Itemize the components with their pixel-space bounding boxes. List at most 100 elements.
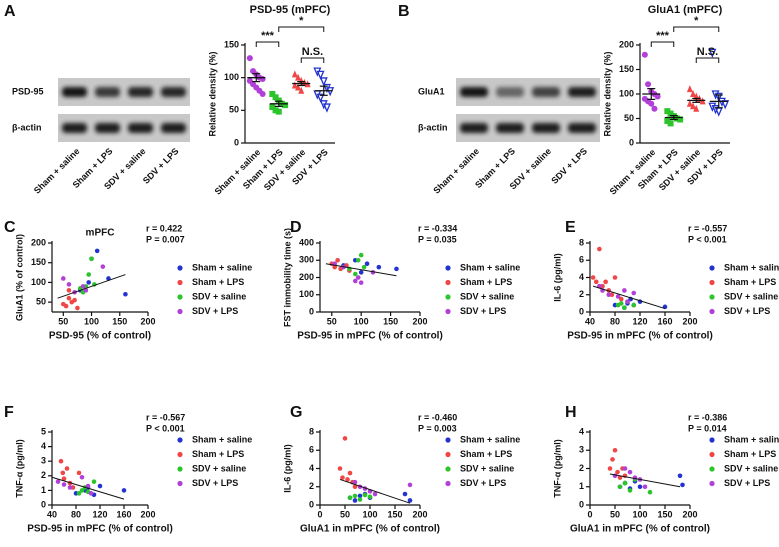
x-tick-label: 150 — [657, 509, 672, 519]
x-tick-label: 80 — [610, 316, 620, 326]
y-tick-label: 0 — [629, 137, 634, 147]
data-point — [607, 466, 613, 471]
data-point — [352, 493, 358, 499]
y-tick-label: 6 — [579, 255, 584, 265]
y-tick-label: 0 — [579, 499, 584, 509]
stat-annotation: P = 0.007 — [146, 234, 185, 244]
chart-title: mPFC — [86, 228, 115, 239]
data-point — [347, 470, 353, 476]
data-point — [121, 488, 127, 493]
y-tick-label: 100 — [31, 277, 46, 287]
y-tick-label: 2 — [579, 463, 584, 473]
stat-annotation: r = 0.422 — [146, 223, 182, 233]
data-point — [272, 107, 279, 114]
x-tick-label: 150 — [383, 316, 398, 326]
data-point — [673, 115, 680, 122]
data-point — [298, 86, 305, 94]
legend-marker — [445, 451, 451, 458]
y-tick-label: 0 — [579, 306, 584, 316]
legend-marker — [445, 294, 451, 300]
data-point — [631, 290, 637, 296]
y-axis-label: GluA1 (% of control) — [14, 234, 24, 321]
legend-label: SDV + LPS — [192, 478, 238, 488]
blot-band — [128, 87, 153, 97]
data-point — [76, 491, 82, 496]
data-point — [86, 280, 92, 285]
y-tick-label: 4 — [309, 463, 314, 473]
data-point — [89, 256, 94, 262]
significance-bracket — [278, 26, 325, 32]
data-point — [352, 278, 358, 284]
stat-annotation: r = -0.334 — [418, 223, 457, 233]
y-axis-label: FST immobility time (s) — [282, 228, 292, 327]
y-axis-label: TNF-α (pg/ml) — [14, 439, 24, 498]
blot-band — [496, 87, 524, 97]
significance-label: * — [299, 15, 304, 27]
blot-label: β-actin — [12, 122, 42, 132]
data-point — [342, 436, 348, 441]
data-point — [622, 305, 627, 310]
data-point — [352, 271, 358, 277]
x-tick-label: 80 — [71, 509, 81, 519]
data-point — [272, 94, 279, 101]
blot-band — [532, 87, 560, 97]
y-axis-label: IL-6 (pg/ml) — [552, 253, 562, 302]
data-point — [708, 102, 717, 112]
data-point — [615, 294, 621, 299]
data-point — [100, 264, 106, 269]
significance-label: N.S. — [697, 46, 718, 58]
data-point — [367, 494, 373, 500]
significance-bracket — [673, 26, 720, 32]
data-point — [88, 491, 94, 496]
data-point — [651, 105, 658, 112]
data-point — [708, 48, 717, 59]
data-point — [693, 92, 700, 100]
data-point — [612, 275, 618, 280]
data-point — [316, 70, 325, 81]
data-point — [686, 85, 693, 93]
data-point — [690, 90, 697, 97]
lane-label: SDV + LPS — [141, 146, 181, 186]
x-axis-label: PSD-95 (% of control) — [49, 331, 151, 342]
y-axis-label: TNF-α (pg/ml) — [552, 439, 562, 498]
legend-marker — [709, 437, 715, 443]
legend-label: SDV + LPS — [192, 306, 238, 316]
data-point — [259, 91, 266, 97]
blot-band — [62, 123, 87, 133]
data-point — [714, 92, 723, 103]
data-point — [618, 301, 624, 306]
data-point — [55, 479, 61, 484]
legend-label: Sham + LPS — [192, 277, 244, 287]
legend-label: SDV + saline — [192, 291, 246, 301]
data-point — [376, 264, 382, 270]
x-axis-label: PSD-95 in mPFC (% of control) — [27, 524, 173, 535]
legend-label: SDV + LPS — [460, 306, 506, 316]
data-point — [332, 264, 338, 270]
y-tick-label: 50 — [624, 113, 634, 123]
blot-label: β-actin — [418, 122, 448, 132]
stat-annotation: P < 0.001 — [688, 234, 727, 244]
legend-marker — [709, 279, 715, 286]
data-point — [358, 270, 364, 275]
data-point — [362, 492, 368, 498]
data-point — [352, 479, 358, 485]
data-point — [63, 303, 69, 309]
legend-label: SDV + saline — [724, 291, 778, 301]
data-point — [402, 491, 408, 497]
chart-title: PSD-95 (mPFC) — [250, 4, 331, 16]
legend-label: Sham + saline — [460, 262, 520, 272]
y-tick-label: 400 — [299, 237, 314, 247]
blot-band — [161, 123, 186, 133]
data-point — [60, 276, 66, 281]
y-tick-label: 3 — [579, 445, 584, 455]
data-point — [714, 107, 723, 117]
data-point — [355, 275, 361, 280]
data-point — [625, 299, 630, 304]
data-point — [347, 495, 353, 501]
legend-label: SDV + saline — [460, 291, 514, 301]
y-tick-label: 2 — [309, 481, 314, 491]
stat-annotation: P = 0.035 — [418, 234, 457, 244]
blot-label: GluA1 — [418, 86, 445, 96]
chart-title: GluA1 (mPFC) — [648, 4, 723, 16]
x-tick-label: 50 — [610, 509, 620, 519]
